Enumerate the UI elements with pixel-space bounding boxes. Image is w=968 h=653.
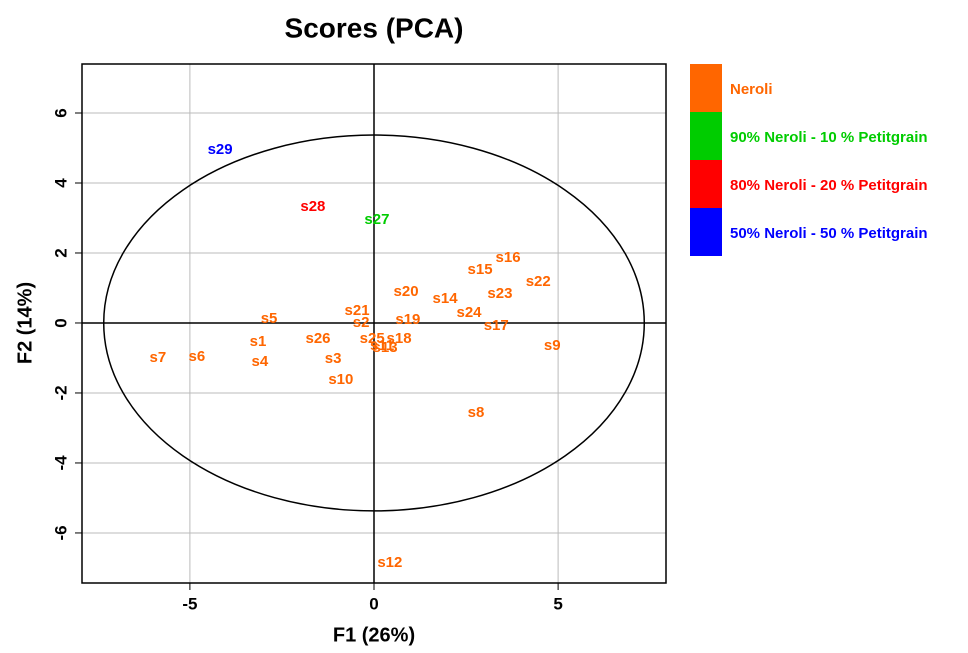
y-tick-label: -2 — [51, 385, 70, 400]
point-label: s17 — [484, 317, 509, 334]
x-tick-label: 5 — [553, 594, 562, 613]
point-label: s4 — [252, 353, 269, 370]
point-label: s9 — [544, 337, 561, 354]
y-tick-label: -4 — [51, 455, 70, 471]
point-label: s13 — [373, 339, 398, 356]
point-label: s14 — [433, 290, 459, 307]
point-label: s21 — [345, 302, 370, 319]
x-tick-label: -5 — [182, 594, 197, 613]
point-label: s25 — [360, 330, 385, 347]
y-tick-label: 2 — [51, 248, 70, 257]
y-tick-label: 6 — [51, 108, 70, 117]
point-label: s7 — [150, 349, 167, 366]
plot-frame — [81, 63, 667, 584]
point-label: s29 — [208, 141, 233, 158]
point-label: s18 — [387, 330, 412, 347]
y-tick-label: -6 — [51, 525, 70, 540]
point-label: s24 — [456, 304, 482, 321]
confidence-ellipse — [102, 134, 646, 512]
legend-swatch — [690, 112, 722, 160]
x-tick-label: 0 — [369, 594, 378, 613]
point-label: s3 — [325, 350, 342, 367]
point-label: s10 — [328, 371, 353, 388]
legend-label: 90% Neroli - 10 % Petitgrain — [730, 129, 928, 146]
legend-label: Neroli — [730, 81, 773, 98]
y-axis-label: F2 (14%) — [14, 282, 36, 364]
point-label: s5 — [261, 310, 278, 327]
point-label: s16 — [496, 249, 521, 266]
point-label: s22 — [526, 273, 551, 290]
legend-swatch — [690, 208, 722, 256]
y-tick-label: 0 — [51, 318, 70, 327]
point-label: s23 — [487, 285, 512, 302]
chart-title: Scores (PCA) — [285, 12, 464, 43]
point-label: s8 — [468, 404, 485, 421]
point-label: s26 — [306, 330, 331, 347]
point-label: s27 — [364, 211, 389, 228]
point-label: s6 — [189, 348, 206, 365]
point-label: s15 — [468, 261, 493, 278]
point-label: s12 — [377, 554, 402, 571]
point-label: s11 — [370, 337, 394, 354]
y-tick-label: 4 — [51, 178, 70, 188]
legend-swatch — [690, 64, 722, 112]
x-axis-label: F1 (26%) — [333, 624, 415, 646]
legend-swatch — [690, 160, 722, 208]
point-label: s19 — [395, 311, 420, 328]
point-label: s2 — [353, 314, 370, 331]
point-label: s28 — [300, 198, 325, 215]
point-label: s1 — [250, 333, 267, 350]
legend-label: 50% Neroli - 50 % Petitgrain — [730, 225, 928, 242]
legend-label: 80% Neroli - 20 % Petitgrain — [730, 177, 928, 194]
point-label: s20 — [394, 283, 419, 300]
